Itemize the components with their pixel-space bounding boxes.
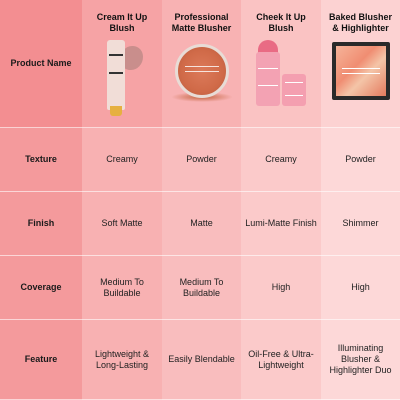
coverage-value-4: High <box>321 256 400 320</box>
row-label-texture: Texture <box>0 128 82 192</box>
finish-value-2: Matte <box>162 192 241 256</box>
feature-value-1: Lightweight & Long-Lasting <box>82 320 162 400</box>
coverage-value-2: Medium To Buildable <box>162 256 241 320</box>
texture-value-3: Creamy <box>241 128 321 192</box>
product-title-4: Baked Blusher & Highlighter <box>328 12 393 33</box>
coverage-value-1: Medium To Buildable <box>82 256 162 320</box>
product-title-1: Cream It Up Blush <box>96 12 148 33</box>
cream-tube-icon <box>87 38 157 118</box>
product-column-2: Professional Matte Blusher <box>162 0 241 128</box>
finish-value-1: Soft Matte <box>82 192 162 256</box>
product-column-3: Cheek It Up Blush <box>241 0 321 128</box>
palette-icon <box>326 38 396 118</box>
coverage-value-3: High <box>241 256 321 320</box>
feature-value-2: Easily Blendable <box>162 320 241 400</box>
texture-value-1: Creamy <box>82 128 162 192</box>
texture-value-4: Powder <box>321 128 400 192</box>
compact-icon <box>167 38 237 118</box>
product-title-2: Professional Matte Blusher <box>171 12 232 33</box>
finish-value-3: Lumi-Matte Finish <box>241 192 321 256</box>
finish-value-4: Shimmer <box>321 192 400 256</box>
feature-value-4: Illuminating Blusher & Highlighter Duo <box>321 320 400 400</box>
texture-value-2: Powder <box>162 128 241 192</box>
header-product-name-label: Product Name <box>0 0 82 128</box>
row-label-finish: Finish <box>0 192 82 256</box>
row-label-feature: Feature <box>0 320 82 400</box>
product-column-1: Cream It Up Blush <box>82 0 162 128</box>
blush-stick-icon <box>246 38 316 118</box>
product-title-3: Cheek It Up Blush <box>256 12 306 33</box>
product-column-4: Baked Blusher & Highlighter <box>321 0 400 128</box>
row-label-coverage: Coverage <box>0 256 82 320</box>
feature-value-3: Oil-Free & Ultra-Lightweight <box>241 320 321 400</box>
